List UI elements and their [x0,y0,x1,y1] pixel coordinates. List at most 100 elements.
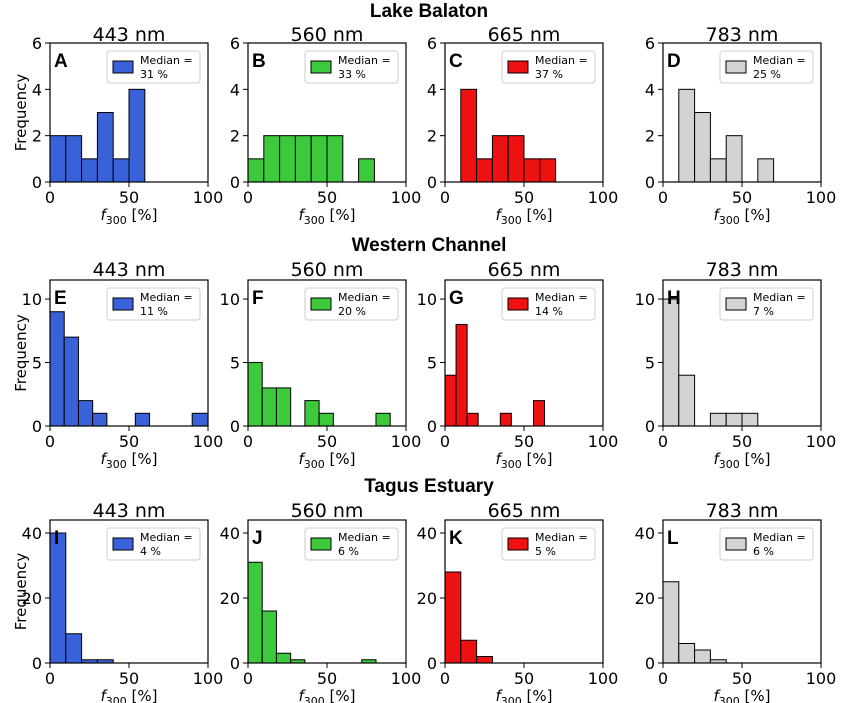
x-axis-label-subscript: 300 [501,214,522,227]
legend-text-line1: Median = [753,291,806,304]
x-axis-label-subscript: 300 [304,695,325,703]
histogram-bar [499,412,512,427]
y-tick-label: 0 [230,173,240,192]
legend-text-line1: Median = [535,531,588,544]
panel-letter: D [667,51,681,72]
x-axis-label-unit: [%] [325,687,356,703]
x-axis-label-subscript: 300 [719,214,740,227]
histogram-bar [326,135,344,183]
y-tick-label: 4 [427,80,437,99]
y-tick-label: 20 [220,589,240,608]
x-axis-label-subscript: 300 [106,695,127,703]
x-axis-label-subscript: 300 [719,458,740,471]
x-axis-label: f300 [%] [713,206,770,227]
x-tick-label: 100 [588,432,619,451]
histogram-bar [460,88,478,183]
histogram-bar [539,158,557,183]
legend-swatch [310,297,332,311]
legend-box [501,287,596,321]
legend-swatch [507,60,529,74]
x-axis-label-subscript: 300 [501,695,522,703]
legend-box [501,50,596,84]
x-axis-label: f300 [%] [495,450,552,471]
legend-swatch [725,537,747,551]
histogram-bar [455,323,468,427]
legend-swatch [112,297,134,311]
x-tick-label: 100 [193,669,224,688]
histogram-bar [757,158,775,183]
x-tick-label: 0 [45,669,55,688]
histogram-bar [532,400,546,427]
y-tick-label: 0 [32,417,42,436]
y-tick-label: 10 [417,290,437,309]
x-axis-label-symbol: f [495,450,503,468]
y-tick-label: 4 [230,80,240,99]
histogram-bar [81,158,98,183]
histogram-bar [694,112,711,183]
panel-letter: L [667,528,679,549]
panel-letter: E [54,288,67,309]
histogram-bar [49,135,67,183]
legend-text-line1: Median = [753,54,806,67]
panel-title: 665 nm [488,500,561,522]
x-axis-label: f300 [%] [100,206,157,227]
y-tick-label: 0 [645,654,655,673]
x-axis-label-symbol: f [100,450,108,468]
histogram-bar [444,571,462,664]
y-tick-label: 2 [32,127,42,146]
histogram-bar [49,532,67,664]
panel-letter: J [252,528,263,549]
histogram-bar [128,88,146,183]
y-tick-label: 10 [22,290,42,309]
x-tick-label: 100 [391,669,422,688]
y-tick-label: 40 [635,524,655,543]
x-tick-label: 50 [119,432,139,451]
y-tick-label: 6 [645,34,655,53]
histogram-bar [709,158,727,183]
panel-title: 665 nm [488,24,561,46]
x-tick-label: 0 [440,432,450,451]
y-tick-label: 20 [22,589,42,608]
histogram-bar [725,412,743,427]
panel-title: 665 nm [488,259,561,281]
histogram-bar [318,412,334,427]
x-axis-label-unit: [%] [522,206,553,224]
x-axis-label-symbol: f [713,687,721,703]
x-axis-label-unit: [%] [522,450,553,468]
x-axis-label-symbol: f [495,206,503,224]
x-tick-label: 50 [514,188,534,207]
y-axis-label: Frequency [12,314,30,392]
legend-text-line2: 14 % [535,305,563,318]
legend-box [304,287,399,321]
y-tick-label: 2 [427,127,437,146]
legend-text-line2: 25 % [753,68,781,81]
histogram-bar [476,656,493,664]
panel-letter: K [449,528,463,549]
panel-letter: I [54,528,59,549]
histogram-bar [275,387,292,427]
histogram-bar [460,639,478,664]
x-tick-label: 100 [806,669,837,688]
legend-text-line2: 31 % [140,68,168,81]
legend-box [304,527,399,561]
y-tick-label: 20 [417,589,437,608]
x-tick-label: 50 [119,669,139,688]
y-tick-label: 0 [645,173,655,192]
legend-box [106,50,201,84]
legend-box [304,50,399,84]
panel-letter: F [252,288,264,309]
x-tick-label: 0 [45,432,55,451]
x-tick-label: 0 [440,188,450,207]
histogram-bar [77,400,94,427]
y-tick-label: 2 [645,127,655,146]
x-tick-label: 0 [243,432,253,451]
histogram-bar [247,561,263,664]
x-tick-label: 50 [317,432,337,451]
histogram-bar [63,336,79,427]
legend-text-line2: 6 % [338,545,359,558]
legend-text-line1: Median = [338,54,391,67]
histogram-bar [134,412,151,427]
legend-text-line1: Median = [535,54,588,67]
histogram-bar [375,412,391,427]
